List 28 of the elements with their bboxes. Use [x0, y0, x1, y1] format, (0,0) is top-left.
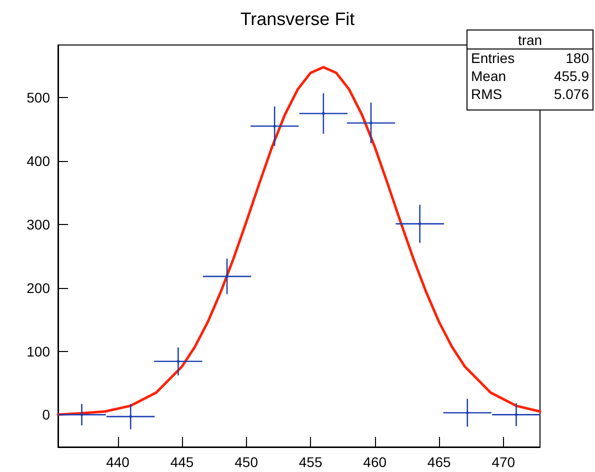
x-tick-label: 450: [234, 454, 258, 470]
x-tick-label: 470: [492, 454, 516, 470]
y-tick-label: 100: [26, 343, 50, 360]
line-series: [56, 66, 542, 416]
y-tick-label: 500: [26, 90, 50, 106]
annotation: RMS: [471, 86, 502, 102]
text: 455.9: [554, 68, 590, 84]
text: 5.076: [554, 86, 590, 102]
point: [514, 413, 518, 416]
x-tick-label: 465: [427, 454, 451, 470]
x-tick-label: 440: [106, 454, 130, 470]
annotation: tran: [518, 32, 542, 48]
x-tick-label: 445: [170, 454, 194, 470]
y-tick-label: 400: [26, 153, 50, 170]
y-tick-label: 0: [42, 406, 50, 423]
text: 180: [566, 50, 590, 66]
chart-title: Transverse Fit: [240, 9, 355, 29]
point: [418, 222, 422, 226]
y-tick-label: 300: [26, 216, 50, 232]
y-tick-label: 200: [26, 280, 50, 296]
point: [273, 124, 276, 128]
point: [80, 413, 84, 416]
annotation: Entries: [471, 50, 515, 66]
point: [176, 360, 180, 363]
annotation: Mean: [471, 68, 506, 84]
point: [466, 411, 469, 414]
x-tick-label: 460: [363, 454, 387, 470]
x-tick-label: 455: [298, 454, 322, 470]
